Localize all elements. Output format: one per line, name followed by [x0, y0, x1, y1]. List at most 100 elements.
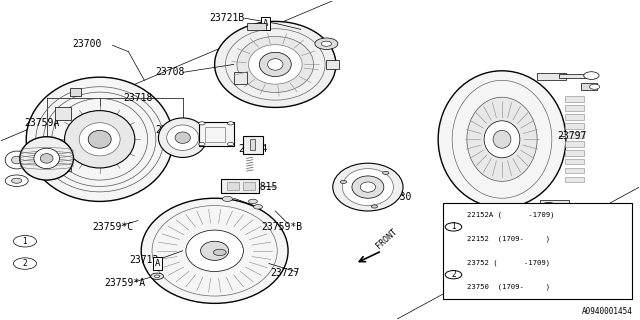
Bar	[564, 123, 584, 129]
Ellipse shape	[493, 130, 511, 148]
Bar	[537, 73, 566, 80]
Circle shape	[151, 273, 164, 279]
Ellipse shape	[79, 123, 120, 156]
Ellipse shape	[200, 241, 228, 260]
Bar	[540, 200, 569, 206]
Text: 23759*A: 23759*A	[105, 278, 146, 288]
Ellipse shape	[438, 71, 566, 208]
Circle shape	[542, 202, 555, 209]
Bar	[55, 158, 71, 171]
Circle shape	[5, 175, 28, 187]
Ellipse shape	[88, 130, 111, 148]
Circle shape	[155, 275, 160, 277]
Ellipse shape	[12, 156, 22, 164]
Circle shape	[340, 180, 347, 183]
Text: 1: 1	[451, 222, 456, 231]
Text: 23721: 23721	[156, 125, 184, 135]
Ellipse shape	[467, 97, 537, 181]
Text: 23750  (1709-     ): 23750 (1709- )	[467, 284, 550, 290]
Bar	[326, 60, 339, 69]
Circle shape	[198, 142, 205, 146]
Ellipse shape	[259, 52, 291, 76]
Bar	[234, 72, 246, 84]
Circle shape	[227, 122, 234, 125]
Ellipse shape	[214, 21, 336, 108]
Circle shape	[227, 142, 234, 146]
Ellipse shape	[237, 36, 314, 92]
Text: 23797: 23797	[557, 131, 587, 141]
Ellipse shape	[167, 125, 198, 150]
Text: 23700: 23700	[72, 39, 102, 49]
Bar	[250, 139, 255, 150]
Bar	[70, 88, 81, 96]
Bar	[559, 74, 595, 78]
Circle shape	[445, 223, 462, 231]
Ellipse shape	[34, 148, 60, 169]
Bar	[227, 182, 239, 190]
Ellipse shape	[26, 77, 173, 201]
Text: 2: 2	[22, 259, 28, 268]
Circle shape	[198, 122, 205, 125]
Circle shape	[253, 204, 262, 209]
Circle shape	[321, 41, 332, 46]
Bar	[564, 150, 584, 156]
Ellipse shape	[159, 118, 207, 157]
Text: 2: 2	[451, 270, 456, 279]
Text: FRONT: FRONT	[374, 228, 399, 251]
Circle shape	[589, 84, 600, 89]
Ellipse shape	[5, 151, 28, 169]
Ellipse shape	[484, 121, 520, 158]
Circle shape	[315, 38, 338, 50]
Text: 23712: 23712	[130, 255, 159, 265]
Text: 22152A (      -1709): 22152A ( -1709)	[467, 212, 554, 218]
Circle shape	[213, 249, 226, 256]
Bar	[243, 136, 262, 154]
Text: 23727: 23727	[270, 268, 300, 278]
Text: 23759*B: 23759*B	[261, 222, 302, 232]
Bar	[564, 159, 584, 164]
Bar	[564, 96, 584, 102]
Text: A: A	[263, 19, 268, 28]
Bar	[564, 141, 584, 147]
Circle shape	[383, 171, 389, 174]
Bar	[564, 177, 584, 182]
Bar	[55, 108, 71, 120]
Bar	[243, 182, 255, 190]
Bar	[221, 179, 259, 194]
Bar	[444, 203, 632, 299]
Circle shape	[445, 270, 462, 279]
Bar	[564, 168, 584, 173]
Ellipse shape	[352, 176, 384, 198]
Bar	[246, 23, 266, 30]
Ellipse shape	[141, 198, 288, 303]
Bar	[564, 114, 584, 120]
Text: A0940001454: A0940001454	[582, 307, 633, 316]
Text: 23815: 23815	[248, 182, 277, 192]
Bar	[198, 122, 234, 146]
Text: 23754: 23754	[238, 144, 268, 154]
Text: 23752 (      -1709): 23752 ( -1709)	[467, 260, 550, 266]
Ellipse shape	[268, 59, 283, 70]
Text: 23830: 23830	[382, 192, 412, 202]
Bar	[564, 105, 584, 111]
Circle shape	[13, 258, 36, 269]
Text: 23708: 23708	[156, 68, 184, 77]
Bar	[564, 132, 584, 138]
Ellipse shape	[186, 230, 243, 271]
Text: A: A	[154, 259, 160, 268]
Ellipse shape	[248, 45, 302, 84]
Bar	[205, 126, 225, 142]
Circle shape	[12, 178, 22, 183]
Text: 23721B: 23721B	[210, 13, 245, 23]
Text: 23759*C: 23759*C	[92, 222, 133, 232]
Ellipse shape	[333, 163, 403, 211]
Text: 1: 1	[22, 237, 28, 246]
Text: 23759A: 23759A	[24, 118, 60, 128]
Circle shape	[222, 196, 232, 201]
Text: 22152  (1709-     ): 22152 (1709- )	[467, 236, 550, 242]
Ellipse shape	[40, 154, 53, 163]
Circle shape	[13, 236, 36, 247]
Circle shape	[248, 199, 257, 204]
Ellipse shape	[175, 132, 190, 143]
Ellipse shape	[342, 169, 394, 205]
